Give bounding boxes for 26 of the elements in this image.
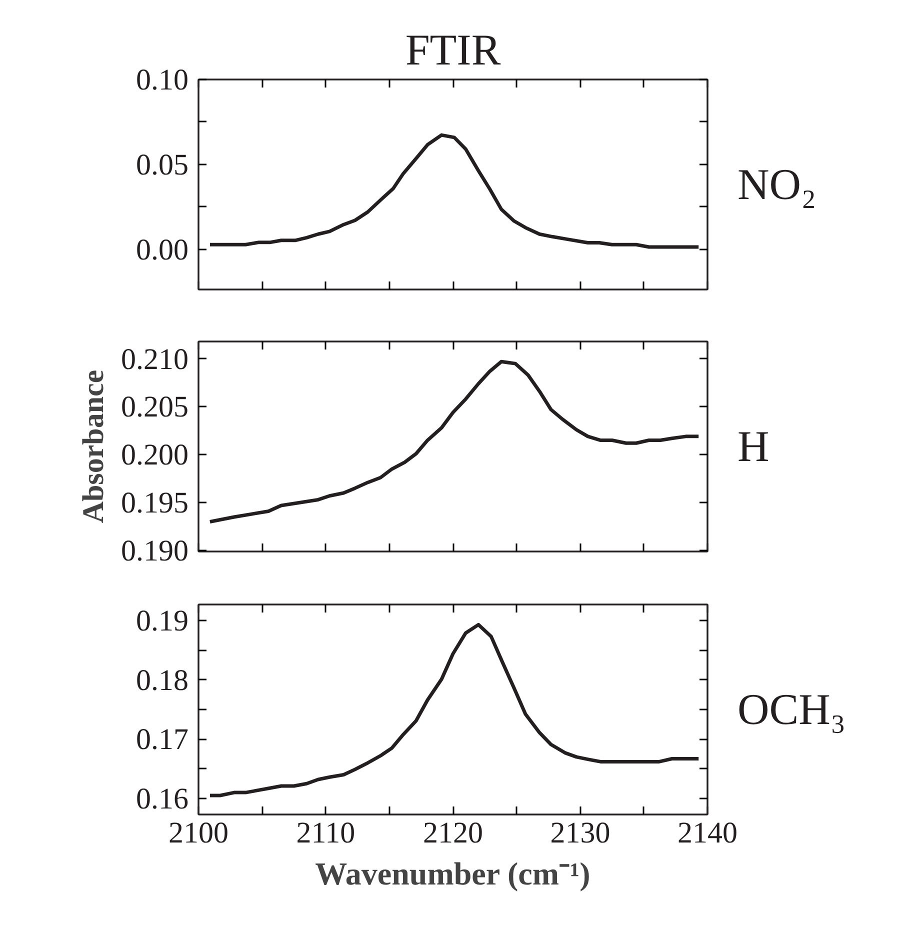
- line-series: [208, 133, 700, 249]
- series-label: H: [738, 422, 770, 471]
- x-tick-label: 2130: [550, 816, 610, 850]
- x-axis-title: Wavenumber (cm⁻¹): [315, 856, 590, 892]
- y-tick-label: 0.16: [136, 782, 188, 816]
- y-tick-label: 0.195: [121, 486, 188, 520]
- y-axis-title: Absorbance: [77, 370, 110, 524]
- y-tick-label: 0.18: [136, 664, 188, 697]
- line-series: [208, 360, 700, 524]
- x-tick-label: 2110: [296, 816, 356, 850]
- line-series: [208, 622, 700, 798]
- x-tick-label: 2140: [678, 816, 738, 850]
- y-tick-label: 0.210: [121, 342, 188, 376]
- x-tick-label: 2120: [423, 816, 483, 850]
- y-tick-label: 0.05: [136, 148, 188, 182]
- y-tick-label: 0.200: [121, 438, 188, 472]
- y-tick-label: 0.17: [136, 723, 188, 756]
- chart-title: FTIR: [405, 26, 502, 74]
- y-tick-label: 0.190: [121, 534, 188, 568]
- y-tick-label: 0.10: [136, 64, 188, 96]
- y-tick-label: 0.00: [136, 233, 188, 266]
- y-tick-label: 0.205: [121, 390, 188, 424]
- x-tick-label: 2100: [168, 816, 228, 850]
- series-label: NO₂: [738, 160, 816, 209]
- y-tick-label: 0.19: [136, 604, 188, 638]
- series-label: OCH₃: [738, 685, 846, 734]
